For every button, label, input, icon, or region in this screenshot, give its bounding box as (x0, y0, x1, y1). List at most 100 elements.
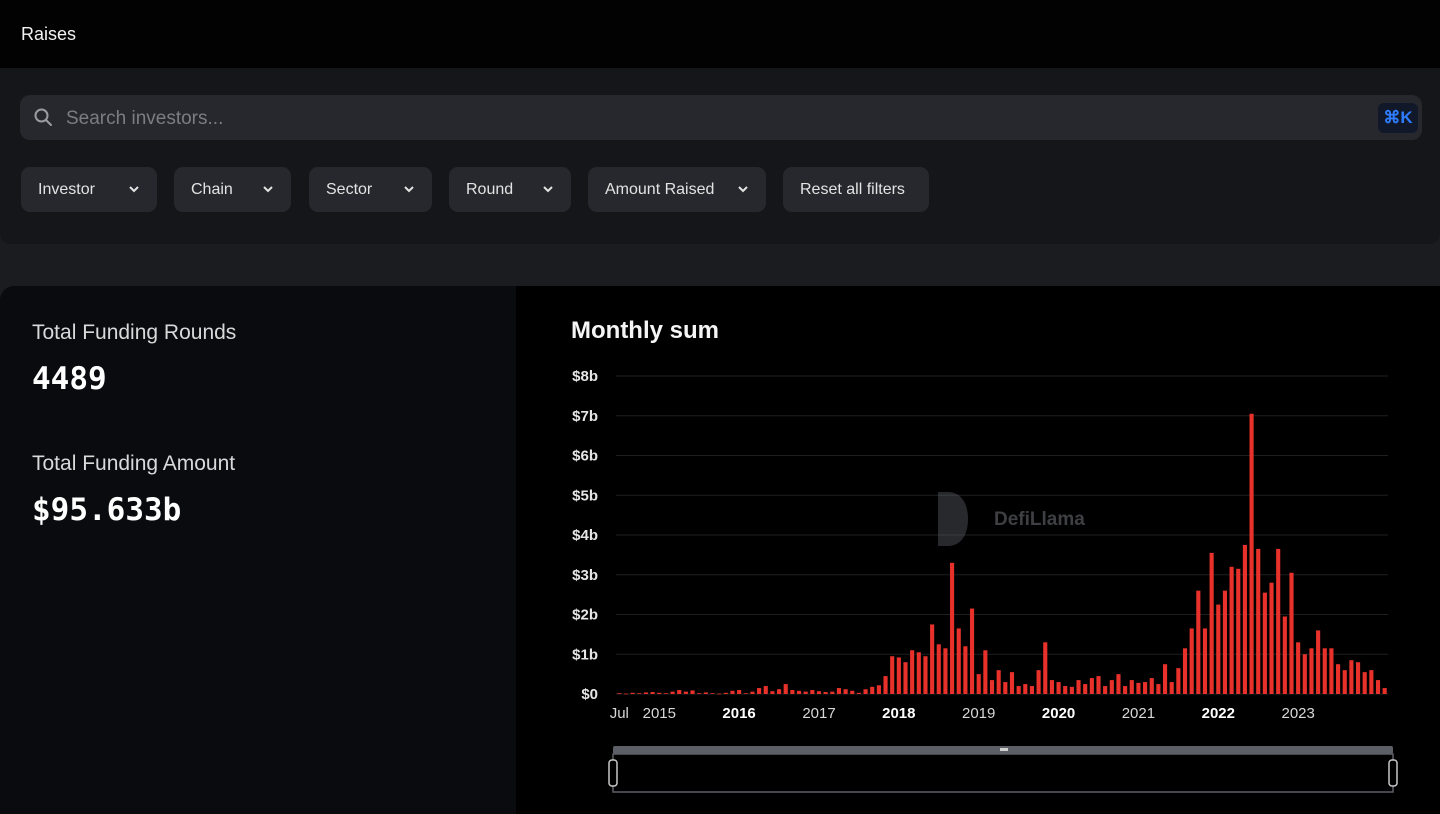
bar[interactable] (1043, 642, 1048, 694)
bar[interactable] (1222, 590, 1228, 694)
bar[interactable] (670, 691, 675, 694)
bar[interactable] (1236, 568, 1241, 694)
bar[interactable] (1149, 678, 1154, 694)
bar[interactable] (1336, 664, 1341, 694)
bar[interactable] (863, 689, 868, 694)
bar[interactable] (910, 650, 915, 694)
bar[interactable] (1249, 413, 1254, 694)
filter-amount-raised-button[interactable]: Amount Raised (588, 167, 766, 212)
bar[interactable] (823, 692, 828, 694)
bar[interactable] (1282, 616, 1287, 694)
filter-round-button[interactable]: Round (449, 167, 571, 212)
bar[interactable] (1189, 628, 1194, 694)
bar[interactable] (810, 690, 815, 694)
bar[interactable] (1176, 668, 1181, 694)
bar[interactable] (950, 562, 955, 694)
bar[interactable] (1196, 590, 1201, 694)
bar[interactable] (956, 628, 961, 694)
bar[interactable] (930, 624, 935, 694)
bar[interactable] (1316, 630, 1321, 694)
bar[interactable] (737, 690, 742, 694)
bar[interactable] (1109, 680, 1114, 694)
bar[interactable] (717, 693, 722, 695)
bar[interactable] (916, 652, 921, 694)
bar[interactable] (1096, 676, 1101, 694)
bar[interactable] (1262, 592, 1267, 694)
bar[interactable] (657, 692, 662, 694)
bar[interactable] (969, 608, 975, 694)
bar[interactable] (803, 691, 808, 694)
bar[interactable] (1129, 680, 1134, 694)
bar[interactable] (750, 691, 755, 694)
bar[interactable] (843, 689, 848, 694)
bar[interactable] (1355, 662, 1361, 694)
bar[interactable] (796, 690, 802, 694)
bar[interactable] (836, 688, 842, 694)
bar[interactable] (1296, 642, 1301, 694)
bar[interactable] (650, 692, 655, 694)
bar[interactable] (1083, 684, 1088, 694)
zoom-slider-grip-icon[interactable] (1000, 748, 1008, 751)
zoom-slider[interactable] (608, 746, 1398, 793)
bar[interactable] (923, 656, 928, 694)
bar[interactable] (1289, 572, 1294, 694)
bar[interactable] (1242, 544, 1247, 694)
bar[interactable] (783, 684, 788, 694)
bar[interactable] (663, 693, 668, 694)
bar[interactable] (730, 690, 735, 694)
bar[interactable] (1309, 648, 1314, 694)
reset-filters-button[interactable]: Reset all filters (783, 167, 929, 212)
bar[interactable] (1003, 682, 1008, 694)
bar[interactable] (1342, 670, 1347, 694)
bar[interactable] (1382, 688, 1387, 694)
bar[interactable] (697, 693, 702, 694)
bar[interactable] (903, 662, 908, 694)
bar[interactable] (1143, 682, 1148, 694)
bar[interactable] (870, 686, 875, 694)
bar[interactable] (1023, 684, 1028, 694)
bar[interactable] (703, 692, 708, 694)
filter-investor-button[interactable]: Investor (21, 167, 157, 212)
bar[interactable] (876, 685, 881, 694)
bar[interactable] (1276, 548, 1281, 694)
bar[interactable] (896, 657, 901, 694)
bar[interactable] (1036, 670, 1041, 694)
bar[interactable] (637, 693, 642, 694)
bar[interactable] (677, 690, 682, 694)
bar[interactable] (996, 670, 1001, 694)
bar[interactable] (1362, 672, 1367, 694)
bar[interactable] (1349, 660, 1354, 694)
bar[interactable] (1069, 686, 1074, 694)
bar[interactable] (643, 692, 649, 694)
bar[interactable] (1375, 680, 1381, 694)
filter-chain-button[interactable]: Chain (174, 167, 291, 212)
bar[interactable] (1136, 682, 1141, 694)
bar[interactable] (850, 690, 855, 694)
bar[interactable] (770, 691, 775, 694)
bar[interactable] (1169, 682, 1174, 694)
bar[interactable] (890, 656, 895, 694)
bar[interactable] (943, 648, 948, 694)
zoom-slider-window[interactable] (612, 753, 1394, 793)
bar[interactable] (1049, 680, 1054, 694)
bar[interactable] (1202, 628, 1208, 694)
bar[interactable] (690, 690, 695, 694)
bar[interactable] (1009, 672, 1015, 694)
bar[interactable] (816, 691, 822, 694)
bar[interactable] (623, 693, 629, 695)
bar[interactable] (1182, 648, 1188, 694)
bar[interactable] (963, 646, 968, 694)
bar[interactable] (617, 693, 622, 694)
bar[interactable] (1216, 604, 1221, 694)
bar[interactable] (743, 693, 748, 694)
bar[interactable] (1256, 548, 1261, 694)
zoom-handle-left[interactable] (608, 759, 618, 787)
bar[interactable] (830, 691, 835, 694)
bar[interactable] (1063, 686, 1068, 694)
bar[interactable] (763, 686, 768, 694)
bar[interactable] (1123, 686, 1128, 694)
bar[interactable] (1329, 648, 1334, 694)
bar[interactable] (1116, 674, 1121, 695)
bar[interactable] (983, 650, 988, 694)
bar[interactable] (757, 688, 762, 694)
